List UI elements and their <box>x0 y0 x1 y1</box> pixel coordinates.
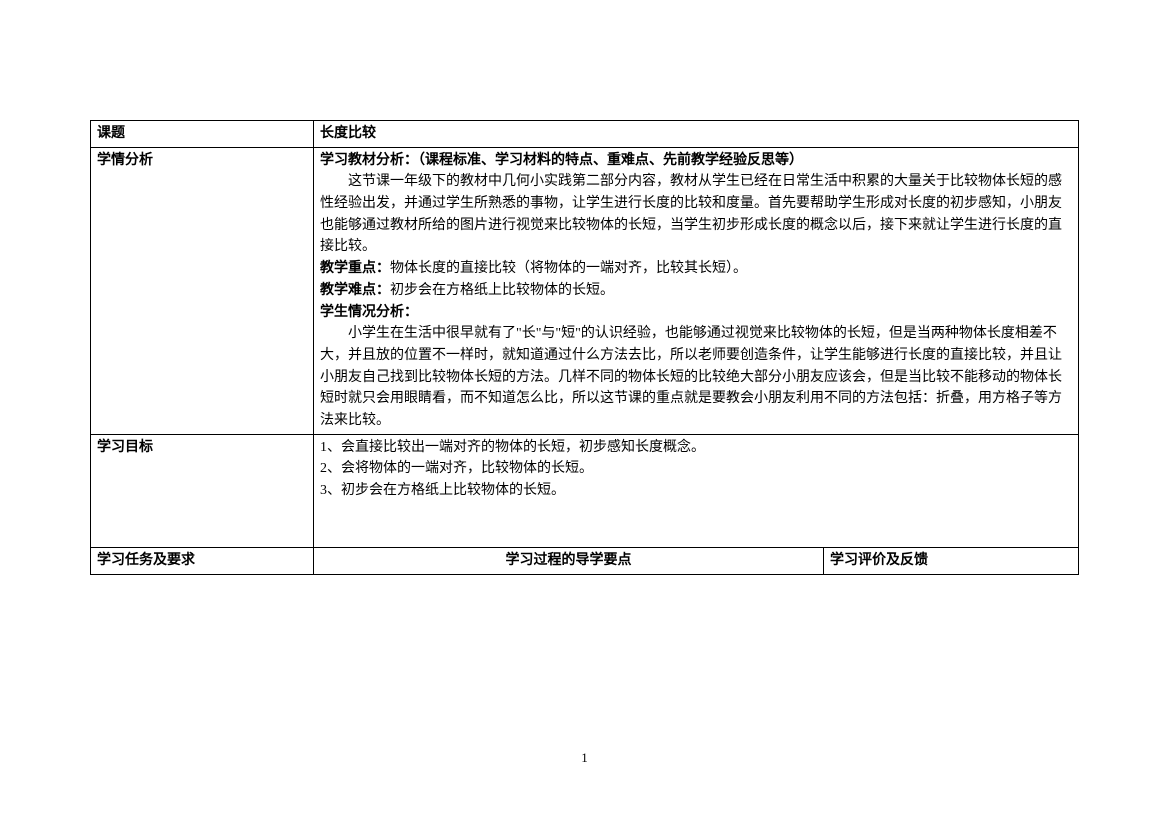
header-tasks: 学习任务及要求 <box>91 548 314 575</box>
objective-3: 3、初步会在方格纸上比较物体的长短。 <box>320 480 1072 502</box>
value-analysis: 学习教材分析：（课程标准、学习材料的特点、重难点、先前教学经验反思等） 这节课一… <box>314 147 1079 434</box>
emphasis-label: 教学重点： <box>320 261 390 276</box>
value-objectives: 1、会直接比较出一端对齐的物体的长短，初步感知长度概念。 2、会将物体的一端对齐… <box>314 434 1079 547</box>
label-analysis: 学情分析 <box>91 147 314 434</box>
header-feedback: 学习评价及反馈 <box>824 548 1079 575</box>
analysis-para2: 小学生在生活中很早就有了"长"与"短"的认识经验，也能够通过视觉来比较物体的长短… <box>320 323 1072 431</box>
row-objectives: 学习目标 1、会直接比较出一端对齐的物体的长短，初步感知长度概念。 2、会将物体… <box>91 434 1079 547</box>
document-page: 课题 长度比较 学情分析 学习教材分析：（课程标准、学习材料的特点、重难点、先前… <box>0 0 1169 615</box>
analysis-heading1: 学习教材分析：（课程标准、学习材料的特点、重难点、先前教学经验反思等） <box>320 150 1072 172</box>
objective-2: 2、会将物体的一端对齐，比较物体的长短。 <box>320 458 1072 480</box>
row-analysis: 学情分析 学习教材分析：（课程标准、学习材料的特点、重难点、先前教学经验反思等）… <box>91 147 1079 434</box>
row-topic: 课题 长度比较 <box>91 121 1079 148</box>
label-objectives: 学习目标 <box>91 434 314 547</box>
objective-1: 1、会直接比较出一端对齐的物体的长短，初步感知长度概念。 <box>320 437 1072 459</box>
difficulty-label: 教学难点： <box>320 283 390 298</box>
analysis-emphasis: 教学重点：物体长度的直接比较（将物体的一端对齐，比较其长短）。 <box>320 258 1072 280</box>
lesson-plan-table: 课题 长度比较 学情分析 学习教材分析：（课程标准、学习材料的特点、重难点、先前… <box>90 120 1079 575</box>
header-process: 学习过程的导学要点 <box>314 548 824 575</box>
analysis-para1: 这节课一年级下的教材中几何小实践第二部分内容，教材从学生已经在日常生活中积累的大… <box>320 171 1072 258</box>
analysis-heading2: 学生情况分析： <box>320 302 1072 324</box>
emphasis-text: 物体长度的直接比较（将物体的一端对齐，比较其长短）。 <box>390 261 747 276</box>
label-topic: 课题 <box>91 121 314 148</box>
page-number: 1 <box>0 750 1169 766</box>
analysis-difficulty: 教学难点：初步会在方格纸上比较物体的长短。 <box>320 280 1072 302</box>
value-topic: 长度比较 <box>314 121 1079 148</box>
difficulty-text: 初步会在方格纸上比较物体的长短。 <box>390 283 614 298</box>
row-headers: 学习任务及要求 学习过程的导学要点 学习评价及反馈 <box>91 548 1079 575</box>
